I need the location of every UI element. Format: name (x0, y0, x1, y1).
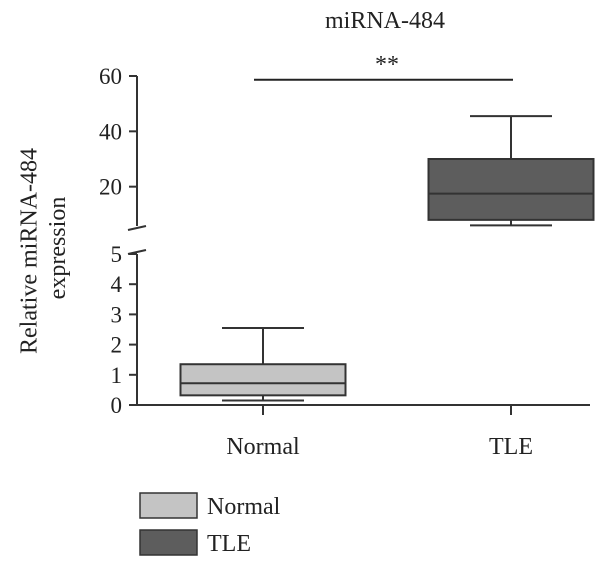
y-axis-label-line-1: Relative miRNA-484 (16, 148, 42, 354)
y-tick-label: 40 (99, 119, 122, 144)
x-tick-label-normal: Normal (226, 434, 300, 460)
box-tle (427, 158, 595, 221)
plot-area: 20 40 60 0 1 2 3 4 5 Normal TLE ** Normal TLE (99, 52, 595, 557)
legend-swatch-normal (139, 492, 198, 519)
box-normal (179, 363, 347, 397)
y-tick-label: 3 (111, 302, 123, 327)
legend-label-tle: TLE (207, 531, 251, 557)
significance-label: ** (375, 52, 399, 78)
y-tick-label: 1 (111, 363, 123, 388)
legend-swatch-tle (139, 529, 198, 556)
y-tick-label: 60 (99, 64, 122, 89)
axis-break-mark-upper (127, 225, 147, 231)
y-axis-label: Relative miRNA-484 expression (16, 142, 71, 354)
legend-label-normal: Normal (207, 494, 281, 520)
x-tick-label-tle: TLE (489, 434, 533, 460)
chart-title: miRNA-484 (325, 8, 445, 34)
y-tick-label: 4 (111, 272, 123, 297)
y-tick-label: 5 (111, 242, 123, 267)
y-tick-label: 20 (99, 175, 122, 200)
y-tick-label: 2 (111, 333, 123, 358)
y-axis-label-line-2: expression (45, 197, 71, 300)
y-tick-label: 0 (111, 393, 123, 418)
